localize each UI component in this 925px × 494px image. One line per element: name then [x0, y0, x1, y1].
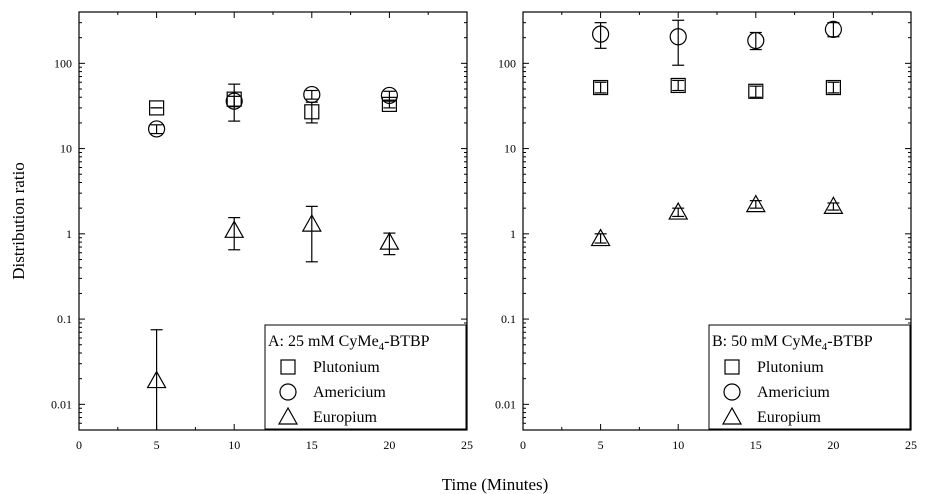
legend-label-americium: Americium: [313, 384, 386, 401]
legend-title: A: 25 mM CyMe4-BTBP: [268, 333, 430, 353]
americium-point: [225, 92, 243, 110]
x-tick-label: 0: [76, 438, 82, 452]
plutonium-point: [304, 104, 320, 120]
y-tick-label: 100: [54, 56, 72, 70]
legend-marker-plutonium: [724, 359, 740, 375]
americium-point: [303, 85, 321, 104]
europium-point: [590, 228, 611, 247]
plutonium-point: [149, 100, 165, 116]
x-tick-label: 5: [598, 438, 604, 452]
europium-point: [224, 220, 245, 238]
panel-b: 0 5 10 15 20 25 0.01 0.1 1 10 100 B: 50 mM CyMe4-BT…: [495, 11, 917, 452]
americium-point: [824, 20, 843, 39]
y-tick-label: 100: [498, 56, 516, 70]
legend-marker-americium: [723, 383, 741, 401]
plutonium-point: [825, 79, 842, 96]
legend-marker-americium: [279, 383, 297, 401]
panel-a: 0 5 10 15 20 25 0.01 0.1 1 10 100 Distribution rati…: [9, 11, 473, 452]
x-tick-label: 20: [827, 438, 839, 452]
legend-marker-plutonium: [280, 359, 296, 375]
legend-box: [708, 324, 911, 430]
x-tick-label: 15: [306, 438, 318, 452]
x-tick-label: 25: [905, 438, 917, 452]
plutonium-point: [592, 79, 609, 96]
americium-point: [380, 86, 398, 105]
x-tick-label: 20: [383, 438, 395, 452]
x-axis-title: Time (Minutes): [442, 475, 549, 494]
y-tick-label: 0.01: [51, 397, 72, 411]
legend-label-plutonium: Plutonium: [757, 359, 824, 376]
x-tick-label: 5: [154, 438, 160, 452]
americium-point: [747, 31, 765, 50]
legend-label-europium: Europium: [757, 409, 822, 426]
x-tick-label: 10: [672, 438, 684, 452]
y-tick-label: 1: [510, 227, 516, 241]
x-tick-label: 25: [461, 438, 473, 452]
x-tick-label: 10: [228, 438, 240, 452]
legend-box: [264, 324, 467, 430]
legend-marker-europium: [721, 406, 743, 425]
legend-label-americium: Americium: [757, 384, 830, 401]
legend-marker-europium: [277, 406, 299, 425]
legend-title: B: 50 mM CyMe4-BTBP: [712, 333, 873, 353]
y-tick-label: 0.1: [501, 312, 516, 326]
americium-point: [591, 25, 610, 43]
y-tick-label: 1: [66, 227, 72, 241]
y-tick-label: 0.01: [495, 397, 516, 411]
legend-label-plutonium: Plutonium: [313, 359, 380, 376]
plutonium-point: [670, 77, 686, 94]
legend-label-europium: Europium: [313, 409, 378, 426]
americium-point: [148, 120, 166, 138]
europium-point: [745, 194, 766, 213]
europium-point: [379, 231, 400, 250]
y-tick-label: 0.1: [57, 312, 72, 326]
europium-point: [146, 370, 167, 389]
y-tick-label: 10: [60, 142, 72, 156]
y-tick-label: 10: [504, 142, 516, 156]
europium-point: [301, 213, 322, 232]
americium-point: [669, 28, 687, 46]
x-tick-label: 0: [520, 438, 526, 452]
plutonium-point: [748, 83, 764, 99]
europium-point: [668, 201, 689, 220]
x-tick-label: 15: [750, 438, 762, 452]
europium-point: [823, 196, 844, 214]
y-axis-title: Distribution ratio: [9, 162, 28, 280]
